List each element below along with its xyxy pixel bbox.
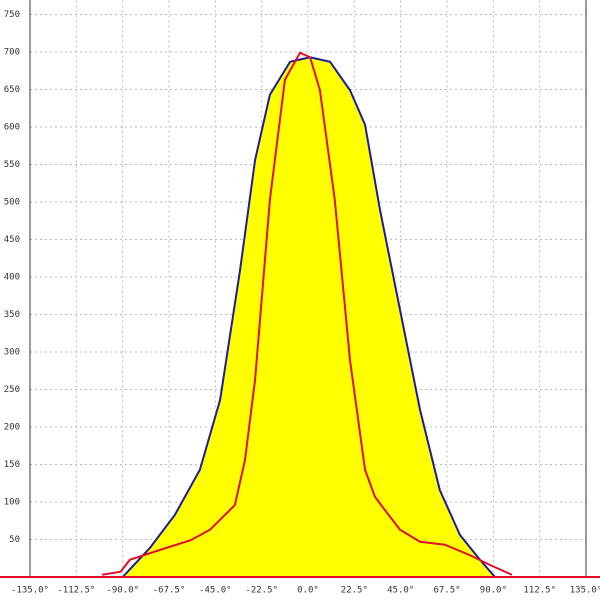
line: [121, 56, 496, 578]
y-tick-label: 300: [4, 348, 20, 358]
y-tick-label: 400: [4, 273, 20, 283]
y-tick-label: 350: [4, 310, 20, 320]
x-tick-label: 90.0°: [480, 586, 507, 596]
x-tick-label: -90.0°: [106, 586, 139, 596]
y-tick-label: 500: [4, 198, 20, 208]
y-tick-label: 250: [4, 385, 20, 395]
x-tick-label: 67.5°: [433, 586, 460, 596]
y-tick-label: 750: [4, 10, 20, 20]
y-tick-label: 600: [4, 123, 20, 133]
y-tick-label: 100: [4, 498, 20, 508]
y-tick-label: 450: [4, 235, 20, 245]
x-tick-label: -45.0°: [199, 586, 232, 596]
y-tick-label: 50: [9, 535, 20, 545]
x-tick-label: -112.5°: [57, 586, 95, 596]
area: [122, 57, 495, 577]
line: [101, 51, 513, 576]
y-tick-label: 650: [4, 85, 20, 95]
y-tick-label: 150: [4, 460, 20, 470]
x-tick-label: -135.0°: [11, 586, 49, 596]
y-tick-label: 550: [4, 160, 20, 170]
x-tick-label: 135.0°: [570, 586, 600, 596]
x-tick-label: -67.5°: [153, 586, 186, 596]
x-tick-label: 112.5°: [523, 586, 556, 596]
x-tick-label: -22.5°: [245, 586, 278, 596]
x-tick-label: 45.0°: [387, 586, 414, 596]
y-tick-label: 200: [4, 423, 20, 433]
y-tick-label: 700: [4, 48, 20, 58]
x-tick-label: 0.0°: [297, 586, 319, 596]
x-tick-label: 22.5°: [341, 586, 368, 596]
